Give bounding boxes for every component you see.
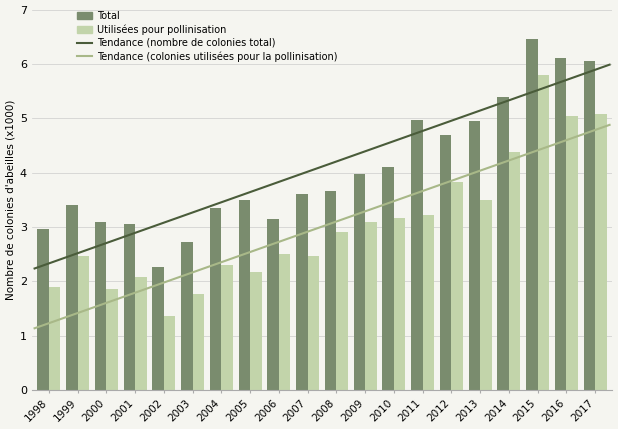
- Bar: [451, 182, 463, 390]
- Bar: [250, 272, 261, 390]
- Bar: [567, 115, 578, 390]
- Bar: [353, 174, 365, 390]
- Bar: [164, 316, 176, 390]
- Bar: [336, 233, 348, 390]
- Bar: [411, 120, 423, 390]
- Bar: [509, 152, 520, 390]
- Bar: [66, 205, 78, 390]
- Bar: [526, 39, 538, 390]
- Bar: [308, 256, 320, 390]
- Bar: [555, 58, 567, 390]
- Bar: [595, 115, 607, 390]
- Bar: [124, 224, 135, 390]
- Bar: [497, 97, 509, 390]
- Bar: [49, 287, 61, 390]
- Bar: [210, 208, 221, 390]
- Bar: [440, 135, 451, 390]
- Bar: [279, 254, 290, 390]
- Y-axis label: Nombre de colonies d'abeilles (x1000): Nombre de colonies d'abeilles (x1000): [6, 100, 15, 300]
- Bar: [394, 218, 405, 390]
- Bar: [153, 267, 164, 390]
- Bar: [480, 200, 492, 390]
- Bar: [38, 229, 49, 390]
- Bar: [538, 75, 549, 390]
- Legend: Total, Utilisées pour pollinisation, Tendance (nombre de colonies total), Tendan: Total, Utilisées pour pollinisation, Ten…: [77, 11, 337, 62]
- Bar: [583, 61, 595, 390]
- Bar: [296, 194, 308, 390]
- Bar: [221, 265, 233, 390]
- Bar: [423, 215, 434, 390]
- Bar: [193, 294, 204, 390]
- Bar: [268, 219, 279, 390]
- Bar: [383, 167, 394, 390]
- Bar: [325, 190, 336, 390]
- Bar: [78, 256, 89, 390]
- Bar: [468, 121, 480, 390]
- Bar: [239, 200, 250, 390]
- Bar: [106, 290, 118, 390]
- Bar: [135, 278, 146, 390]
- Bar: [365, 221, 377, 390]
- Bar: [181, 242, 193, 390]
- Bar: [95, 221, 106, 390]
